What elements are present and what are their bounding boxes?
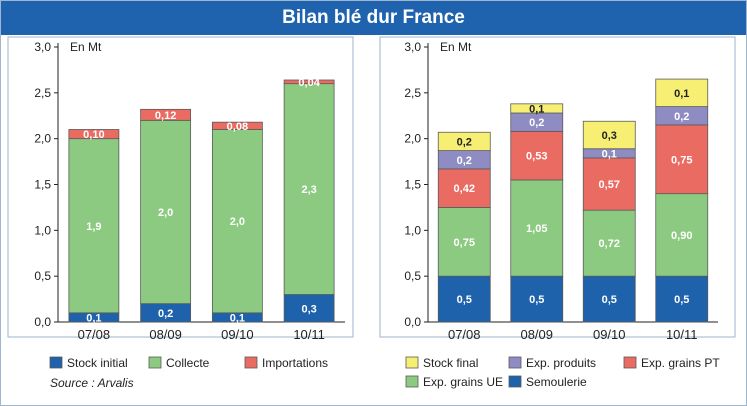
data-label-stock-final: 0,1 (529, 103, 544, 115)
data-label-exp-grains-ue: 0,75 (454, 237, 475, 249)
data-label-exp-grains-pt: 0,53 (526, 151, 547, 163)
y-tick-label: 0,0 (404, 315, 421, 329)
data-label-stock-initial: 0,2 (158, 308, 173, 320)
y-tick-label: 0,0 (34, 315, 51, 329)
legend-label-stock-initial: Stock initial (67, 356, 128, 370)
bar-segment-stock-final (655, 78, 709, 107)
data-label-exp-grains-pt: 0,75 (671, 154, 692, 166)
bar-segment-exp-grains-ue (437, 207, 491, 277)
bar-segment-importations (283, 79, 335, 85)
legend-swatch-importations (244, 356, 258, 369)
legend-swatch-exp-grains-ue (405, 375, 419, 388)
source-note: Source : Arvalis (50, 376, 134, 390)
legend-label-exp-grains-ue: Exp. grains UE (423, 375, 503, 389)
legend-swatch-semoulerie (508, 375, 522, 388)
data-label-collecte: 2,3 (301, 184, 316, 196)
legend-swatch-collecte (148, 356, 162, 369)
y-tick-label: 2,0 (404, 132, 421, 146)
legend-label-exp-produits: Exp. produits (526, 356, 596, 370)
right-chart: En Mt 0,0 0,5 1,0 1,5 2,0 2,5 3,0 0,5 0,75 0,42 0,2… (379, 36, 736, 342)
data-label-exp-grains-ue: 0,90 (671, 230, 692, 242)
bar-segment-importations (68, 129, 120, 140)
bar-segment-semoulerie (437, 275, 491, 323)
y-tick-label: 2,5 (34, 86, 51, 100)
x-tick-label: 09/10 (593, 327, 626, 342)
data-label-exp-grains-pt: 0,57 (599, 179, 620, 191)
data-label-collecte: 2,0 (158, 207, 173, 219)
legend-swatch-exp-grains-pt (623, 356, 637, 369)
data-label-exp-produits: 0,2 (674, 111, 689, 123)
data-label-semoulerie: 0,5 (602, 294, 617, 306)
y-tick-label: 3,0 (34, 40, 51, 54)
data-label-semoulerie: 0,5 (674, 294, 689, 306)
bar-segment-stock-final (510, 103, 564, 114)
legend-label-importations: Importations (262, 356, 328, 370)
data-label-importations: 0,08 (227, 121, 248, 133)
unit-label-0: En Mt (70, 40, 102, 54)
y-tick-label: 1,5 (34, 178, 51, 192)
data-label-importations: 0,10 (83, 129, 104, 141)
data-label-exp-grains-ue: 1,05 (526, 223, 547, 235)
legend-label-stock-final: Stock final (423, 356, 478, 370)
data-label-exp-grains-pt: 0,42 (454, 183, 475, 195)
y-tick-label: 2,5 (404, 86, 421, 100)
data-label-stock-final: 0,1 (674, 88, 689, 100)
bar-segment-collecte (140, 119, 192, 305)
y-tick-label: 0,5 (34, 269, 51, 283)
data-label-collecte: 1,9 (86, 221, 101, 233)
data-label-semoulerie: 0,5 (529, 294, 544, 306)
data-label-semoulerie: 0,5 (457, 294, 472, 306)
y-tick-label: 1,0 (404, 223, 421, 237)
bar-segment-exp-grains-ue (582, 209, 636, 277)
bar-segment-importations (140, 108, 192, 121)
bar-segment-importations (211, 121, 263, 130)
legend-swatch-exp-produits (508, 356, 522, 369)
bar-segment-collecte (211, 129, 263, 314)
chart-title: Bilan blé dur France (1, 1, 746, 35)
x-tick-label: 07/08 (448, 327, 481, 342)
x-tick-label: 09/10 (221, 327, 254, 342)
data-label-collecte: 2,0 (230, 216, 245, 228)
bar-segment-collecte (283, 83, 335, 295)
data-label-importations: 0,04 (298, 77, 320, 89)
x-tick-label: 10/11 (666, 327, 698, 342)
x-tick-label: 08/09 (520, 327, 553, 342)
bar-segment-exp-grains-ue (655, 193, 709, 277)
legend-swatch-stock-final (405, 356, 419, 369)
bar-segment-exp-grains-pt (437, 168, 491, 208)
bar-segment-stock-final (582, 120, 636, 150)
legends: Stock initial Collecte Importations Stock f… (49, 356, 720, 389)
x-tick-label: 10/11 (293, 327, 325, 342)
data-label-importations: 0,12 (155, 110, 176, 122)
data-label-stock-final: 0,2 (457, 136, 472, 148)
data-label-exp-produits: 0,1 (602, 148, 617, 160)
left-chart: En Mt 0,0 0,5 1,0 1,5 2,0 2,5 3,0 0,1 1,9 0,10 07/0… (7, 36, 354, 342)
y-tick-label: 2,0 (34, 132, 51, 146)
data-label-stock-initial: 0,3 (301, 303, 316, 315)
charts-canvas: En Mt 0,0 0,5 1,0 1,5 2,0 2,5 3,0 0,1 1,9 0,10 07/0… (7, 36, 736, 390)
data-label-exp-grains-ue: 0,72 (599, 238, 620, 250)
bar-segment-semoulerie (510, 275, 564, 323)
y-tick-label: 1,5 (404, 178, 421, 192)
bar-segment-exp-grains-pt (510, 130, 564, 181)
y-tick-label: 0,5 (404, 269, 421, 283)
legend-label-collecte: Collecte (166, 356, 210, 370)
x-tick-label: 07/08 (78, 327, 111, 342)
unit-label-1: En Mt (440, 40, 472, 54)
data-label-stock-final: 0,3 (602, 130, 617, 142)
data-label-exp-produits: 0,2 (529, 117, 544, 129)
x-tick-label: 08/09 (149, 327, 182, 342)
data-label-stock-initial: 0,1 (86, 312, 101, 324)
bar-segment-stock-final (437, 131, 491, 151)
y-tick-label: 3,0 (404, 40, 421, 54)
data-label-exp-produits: 0,2 (457, 155, 472, 167)
bar-segment-collecte (68, 138, 120, 314)
bar-segment-semoulerie (655, 275, 709, 323)
y-tick-label: 1,0 (34, 223, 51, 237)
legend-swatch-stock-initial (49, 356, 63, 369)
legend-label-semoulerie: Semoulerie (526, 375, 587, 389)
data-label-stock-initial: 0,1 (230, 312, 245, 324)
bar-segment-exp-grains-ue (510, 179, 564, 277)
legend-label-exp-grains-pt: Exp. grains PT (641, 356, 720, 370)
